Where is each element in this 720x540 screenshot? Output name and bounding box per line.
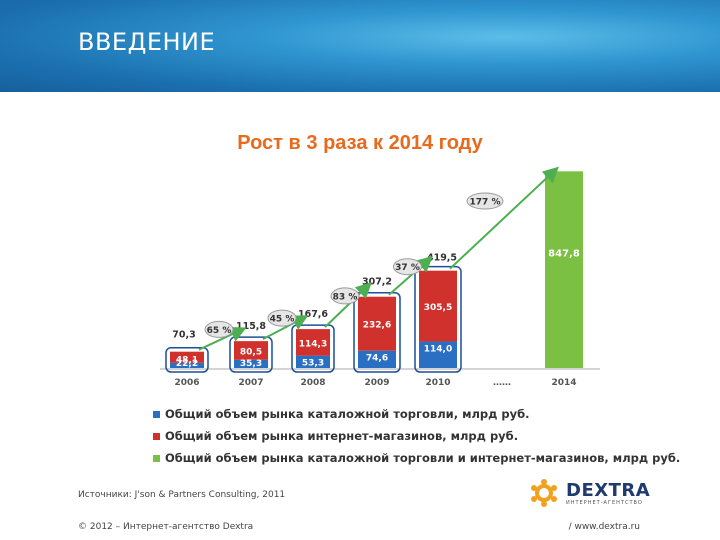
bar-frame: [165, 346, 209, 373]
data-label-internet: 48,1: [176, 356, 198, 366]
legend-item-catalog: Общий объем рынка каталожной торговли, м…: [153, 404, 680, 424]
legend-swatch-combined: [153, 454, 160, 462]
bar-internet: [296, 329, 330, 356]
header-banner: ВВЕДЕНИЕ: [0, 0, 720, 92]
dextra-logo[interactable]: DEXTRA ИНТЕРНЕТ-АГЕНТСТВО: [528, 478, 651, 508]
data-label-catalog: 35,3: [240, 359, 262, 369]
growth-label: 37 %: [395, 263, 420, 273]
bar-combined: [545, 171, 583, 368]
legend-label-internet: Общий объем рынка интернет-магазинов, мл…: [165, 429, 519, 443]
data-label-catalog: 114,0: [424, 345, 452, 355]
bar-frame: [229, 336, 273, 373]
data-label-catalog: 53,3: [302, 359, 324, 369]
chart-subtitle: Рост в 3 раза к 2014 году: [237, 132, 483, 154]
source-note: Источники: J'son & Partners Consulting, …: [78, 490, 286, 500]
total-label: 307,2: [362, 277, 392, 288]
growth-arrow: [262, 315, 309, 341]
data-label-internet: 114,3: [299, 339, 327, 349]
growth-oval: [466, 192, 504, 210]
logo-tagline: ИНТЕРНЕТ-АГЕНТСТВО: [566, 500, 643, 506]
bar-catalog: [170, 362, 204, 368]
bar-catalog: [296, 355, 330, 368]
growth-oval: [330, 287, 360, 305]
x-tick-label: 2014: [551, 378, 576, 388]
x-tick-label: 2006: [174, 378, 199, 388]
bar-catalog: [419, 341, 457, 368]
slide-title: ВВЕДЕНИЕ: [78, 28, 216, 56]
bar-internet: [234, 341, 268, 360]
data-label-catalog: 74,6: [366, 354, 388, 364]
logo-text: DEXTRA: [566, 480, 651, 501]
bar-frame: [353, 291, 401, 373]
x-tick-label: ……: [493, 378, 511, 388]
total-label: 167,6: [298, 309, 328, 320]
growth-arrow: [324, 281, 372, 328]
bar-catalog: [358, 350, 396, 368]
bar-frame: [414, 265, 462, 373]
bar-frame: [291, 324, 335, 373]
logo-mark-icon: [531, 479, 557, 507]
growth-label: 83 %: [333, 292, 358, 302]
data-label-internet: 305,5: [424, 303, 452, 313]
growth-arrow: [449, 166, 559, 270]
total-label: 419,5: [427, 253, 457, 264]
x-tick-label: 2009: [364, 378, 389, 388]
bar-internet: [170, 351, 204, 363]
chart-legend: Общий объем рынка каталожной торговли, м…: [153, 404, 680, 470]
growth-arrow: [388, 256, 434, 296]
bar-catalog: [234, 359, 268, 368]
footer-link[interactable]: / www.dextra.ru: [568, 522, 640, 532]
bar-internet: [419, 270, 457, 342]
x-tick-label: 2010: [425, 378, 450, 388]
growth-oval: [267, 309, 297, 327]
legend-swatch-internet: [153, 432, 160, 440]
legend-swatch-catalog: [153, 410, 160, 418]
footer-copyright: © 2012 – Интернет-агентство Dextra: [78, 522, 254, 532]
bar-internet: [358, 296, 396, 351]
legend-item-internet: Общий объем рынка интернет-магазинов, мл…: [153, 426, 680, 446]
data-label-combined: 847,8: [548, 248, 580, 259]
total-label: 70,3: [172, 330, 195, 341]
data-label-catalog: 22,2: [176, 359, 198, 369]
total-label: 115,8: [236, 321, 266, 332]
legend-label-combined: Общий объем рынка каталожной торговли и …: [165, 451, 681, 465]
data-label-internet: 232,6: [363, 321, 391, 331]
legend-label-catalog: Общий объем рынка каталожной торговли, м…: [165, 407, 530, 421]
growth-label: 65 %: [207, 326, 232, 336]
growth-oval: [204, 320, 234, 338]
growth-label: 177 %: [470, 197, 501, 207]
growth-label: 45 %: [270, 315, 295, 325]
legend-item-combined: Общий объем рынка каталожной торговли и …: [153, 448, 680, 468]
x-tick-label: 2008: [300, 378, 325, 388]
data-label-internet: 80,5: [240, 347, 262, 357]
growth-arrow: [198, 326, 247, 351]
growth-oval: [393, 258, 422, 276]
x-tick-label: 2007: [238, 378, 263, 388]
